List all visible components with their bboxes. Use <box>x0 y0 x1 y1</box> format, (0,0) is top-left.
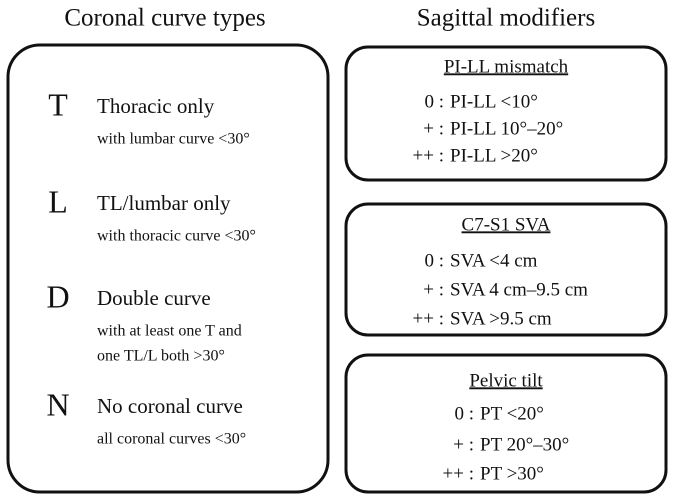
type-letter: L <box>48 183 68 219</box>
type-letter: D <box>46 278 69 314</box>
type-name: Double curve <box>97 286 211 310</box>
modifier-criterion: PT <20° <box>480 403 544 424</box>
modifier-criterion: SVA >9.5 cm <box>450 308 552 329</box>
modifier-grade: + : <box>453 434 474 455</box>
modifier-criterion: SVA 4 cm–9.5 cm <box>450 279 588 300</box>
modifier-criterion: PT 20°–30° <box>480 434 569 455</box>
modifier-box <box>344 45 668 182</box>
modifier-grade: + : <box>423 118 444 139</box>
modifier-criterion: PI-LL <10° <box>450 91 538 112</box>
modifier-title: Pelvic tilt <box>469 370 543 391</box>
modifier-grade: + : <box>423 279 444 300</box>
type-name: Thoracic only <box>97 94 215 118</box>
modifier-grade: 0 : <box>424 91 444 112</box>
type-detail: all coronal curves <30° <box>97 431 246 448</box>
type-letter: N <box>46 386 69 422</box>
type-letter: T <box>48 86 68 122</box>
modifier-grade: 0 : <box>454 403 474 424</box>
type-detail: with at least one T and <box>97 323 242 340</box>
sagittal-title: Sagittal modifiers <box>417 5 595 32</box>
type-detail: with thoracic curve <30° <box>97 228 256 245</box>
modifier-grade: 0 : <box>424 250 444 271</box>
modifier-box <box>344 353 668 494</box>
modifier-criterion: PI-LL >20° <box>450 145 538 166</box>
modifier-grade: ++ : <box>443 463 474 484</box>
modifier-grade: ++ : <box>413 308 444 329</box>
modifier-box <box>344 202 668 337</box>
coronal-title: Coronal curve types <box>64 5 265 32</box>
modifier-criterion: PT >30° <box>480 463 544 484</box>
type-name: No coronal curve <box>97 394 243 418</box>
modifier-title: C7-S1 SVA <box>462 214 551 235</box>
type-detail: one TL/L both >30° <box>97 348 225 365</box>
modifier-criterion: SVA <4 cm <box>450 250 538 271</box>
type-detail: with lumbar curve <30° <box>97 131 250 148</box>
modifier-title: PI-LL mismatch <box>444 56 569 77</box>
modifier-criterion: PI-LL 10°–20° <box>450 118 563 139</box>
coronal-box <box>6 43 330 494</box>
type-name: TL/lumbar only <box>97 191 231 215</box>
modifier-grade: ++ : <box>413 145 444 166</box>
